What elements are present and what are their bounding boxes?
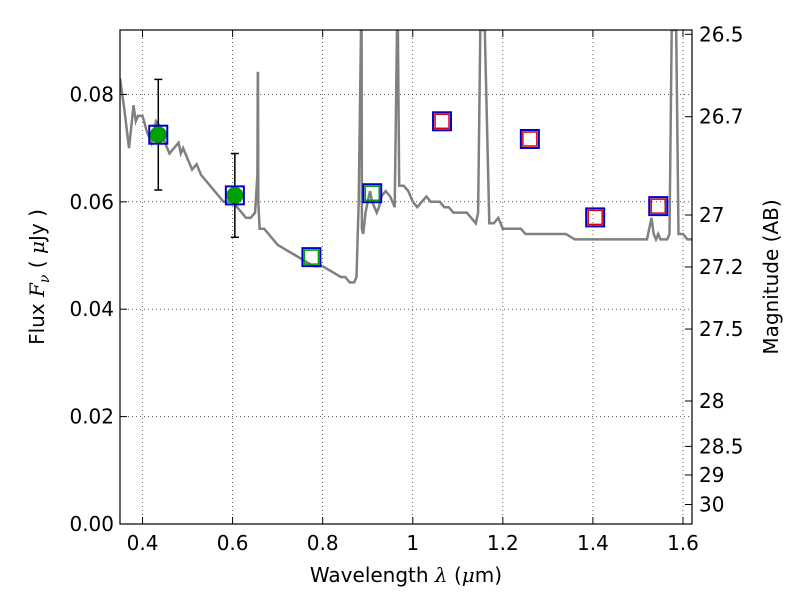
plot-area	[120, 30, 692, 284]
green-square-marker	[364, 185, 380, 201]
grid-lines	[120, 30, 692, 524]
y-tick-label: 0.04	[69, 297, 114, 321]
detection-point	[149, 126, 167, 144]
red-square-marker	[434, 113, 450, 130]
y2-axis-title: Magnitude (AB)	[759, 199, 783, 354]
y2-tick-label: 26.7	[699, 105, 744, 129]
green-square-marker	[303, 249, 320, 265]
y-tick-label: 0.00	[69, 512, 114, 536]
x-axis-title: Wavelength λ (μm)	[310, 563, 502, 587]
y2-tick-label: 28	[699, 389, 724, 413]
red-square-marker	[522, 131, 538, 147]
plot-frame	[119, 29, 693, 525]
x-tick-label: 1.4	[577, 531, 609, 555]
y2-tick-label: 29	[699, 463, 724, 487]
x-tick-label: 1.6	[667, 531, 699, 555]
model-square-marker	[224, 185, 245, 206]
detection-point	[226, 186, 244, 204]
model-square-marker	[148, 124, 169, 145]
y2-tick-label: 30	[699, 493, 724, 517]
model-square-marker	[648, 196, 669, 217]
y-tick-label: 0.08	[69, 82, 114, 106]
model-square-marker	[362, 183, 383, 204]
model-square-marker	[301, 247, 322, 268]
model-square-marker	[519, 129, 540, 150]
sed-model-line	[120, 30, 692, 284]
red-square-marker	[587, 209, 603, 226]
model-square-marker	[432, 111, 453, 132]
axis-ticks: 0.4 0.6 0.8 1 1.2 1.4 1.6 0.00 0.02 0.04 0.06 0.08 2…	[69, 22, 743, 555]
x-tick-label: 0.6	[217, 531, 249, 555]
y-tick-label: 0.02	[69, 405, 114, 429]
y-tick-label: 0.06	[69, 190, 114, 214]
x-tick-label: 1	[406, 531, 419, 555]
y2-tick-label: 28.5	[699, 434, 744, 458]
y2-tick-label: 27.5	[699, 317, 744, 341]
x-tick-label: 0.8	[307, 531, 339, 555]
y2-tick-label: 27	[699, 203, 724, 227]
y2-tick-label: 27.2	[699, 255, 744, 279]
red-square-marker	[650, 198, 666, 214]
x-tick-label: 1.2	[487, 531, 519, 555]
y2-tick-label: 26.5	[699, 22, 744, 46]
x-tick-label: 0.4	[127, 531, 159, 555]
y-axis-title: Flux Fν ( μJy )	[25, 209, 53, 345]
model-square-marker	[585, 207, 606, 228]
data-markers	[148, 78, 669, 268]
